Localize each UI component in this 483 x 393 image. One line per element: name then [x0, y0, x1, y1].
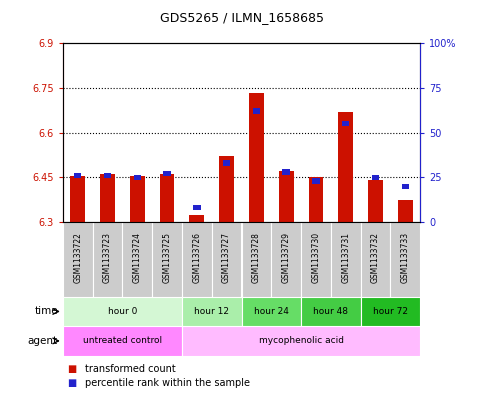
Text: ■: ■: [68, 364, 77, 374]
Text: GSM1133727: GSM1133727: [222, 232, 231, 283]
Bar: [152, 222, 182, 297]
Bar: [342, 121, 350, 127]
Bar: [63, 222, 93, 297]
Text: GSM1133731: GSM1133731: [341, 232, 350, 283]
Text: GSM1133724: GSM1133724: [133, 232, 142, 283]
Bar: [301, 297, 361, 326]
Text: transformed count: transformed count: [85, 364, 175, 374]
Bar: [309, 177, 324, 222]
Bar: [361, 222, 390, 297]
Text: GSM1133730: GSM1133730: [312, 232, 320, 283]
Bar: [182, 222, 212, 297]
Bar: [74, 173, 82, 178]
Bar: [361, 297, 420, 326]
Bar: [133, 174, 141, 180]
Bar: [193, 205, 200, 210]
Bar: [219, 156, 234, 222]
Bar: [104, 173, 111, 178]
Text: hour 24: hour 24: [254, 307, 289, 316]
Bar: [301, 222, 331, 297]
Bar: [182, 326, 420, 356]
Text: percentile rank within the sample: percentile rank within the sample: [85, 378, 250, 388]
Text: untreated control: untreated control: [83, 336, 162, 345]
Bar: [279, 171, 294, 222]
Bar: [368, 180, 383, 222]
Bar: [390, 222, 420, 297]
Bar: [130, 176, 145, 222]
Bar: [398, 200, 413, 222]
Bar: [223, 160, 230, 166]
Text: GSM1133733: GSM1133733: [401, 232, 410, 283]
Text: hour 0: hour 0: [108, 307, 137, 316]
Text: mycophenolic acid: mycophenolic acid: [258, 336, 343, 345]
Text: GSM1133732: GSM1133732: [371, 232, 380, 283]
Bar: [159, 174, 174, 222]
Bar: [253, 108, 260, 114]
Text: GSM1133728: GSM1133728: [252, 232, 261, 283]
Bar: [372, 174, 379, 180]
Text: GSM1133726: GSM1133726: [192, 232, 201, 283]
Text: GSM1133729: GSM1133729: [282, 232, 291, 283]
Text: GSM1133725: GSM1133725: [163, 232, 171, 283]
Bar: [212, 222, 242, 297]
Bar: [100, 174, 115, 222]
Text: ■: ■: [68, 378, 77, 388]
Text: GDS5265 / ILMN_1658685: GDS5265 / ILMN_1658685: [159, 11, 324, 24]
Bar: [63, 297, 182, 326]
Bar: [312, 178, 320, 184]
Text: GSM1133722: GSM1133722: [73, 232, 82, 283]
Bar: [271, 222, 301, 297]
Bar: [182, 297, 242, 326]
Text: hour 12: hour 12: [194, 307, 229, 316]
Bar: [70, 176, 85, 222]
Bar: [189, 215, 204, 222]
Bar: [283, 169, 290, 174]
Bar: [93, 222, 122, 297]
Bar: [331, 222, 361, 297]
Text: agent: agent: [28, 336, 58, 346]
Text: hour 48: hour 48: [313, 307, 348, 316]
Bar: [338, 112, 353, 222]
Bar: [242, 222, 271, 297]
Text: time: time: [34, 307, 58, 316]
Bar: [249, 93, 264, 222]
Bar: [242, 297, 301, 326]
Bar: [63, 326, 182, 356]
Text: GSM1133723: GSM1133723: [103, 232, 112, 283]
Text: hour 72: hour 72: [373, 307, 408, 316]
Bar: [122, 222, 152, 297]
Bar: [401, 184, 409, 189]
Bar: [163, 171, 171, 176]
